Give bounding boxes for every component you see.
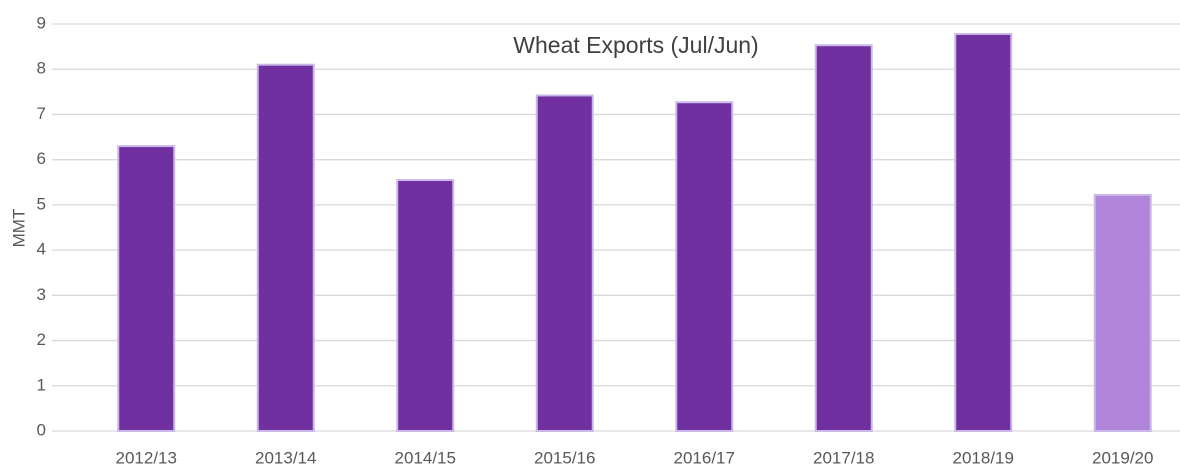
y-tick-label: 0	[37, 420, 46, 439]
bar	[396, 179, 455, 432]
x-tick-label: 2019/20	[1092, 448, 1153, 467]
x-tick-label: 2018/19	[953, 448, 1014, 467]
y-tick-label: 5	[37, 194, 46, 213]
bar	[256, 63, 315, 432]
y-axis-label: MMT	[9, 209, 28, 248]
x-tick-label: 2013/14	[255, 448, 316, 467]
x-tick-label: 2017/18	[813, 448, 874, 467]
bar	[814, 44, 873, 432]
y-tick-label: 2	[37, 330, 46, 349]
bar	[675, 101, 734, 433]
y-tick-label: 3	[37, 285, 46, 304]
y-tick-label: 9	[37, 13, 46, 32]
y-tick-label: 4	[37, 240, 46, 259]
y-tick-label: 1	[37, 375, 46, 394]
y-tick-label: 6	[37, 149, 46, 168]
y-tick-label: 8	[37, 59, 46, 78]
bar	[535, 94, 594, 432]
x-tick-label: 2016/17	[674, 448, 735, 467]
bar	[117, 145, 176, 432]
chart-title: Wheat Exports (Jul/Jun)	[513, 32, 758, 58]
y-tick-label: 7	[37, 104, 46, 123]
x-tick-label: 2012/13	[116, 448, 177, 467]
bar	[954, 32, 1013, 433]
bar	[1093, 193, 1152, 432]
x-tick-label: 2015/16	[534, 448, 595, 467]
x-tick-label: 2014/15	[395, 448, 456, 467]
